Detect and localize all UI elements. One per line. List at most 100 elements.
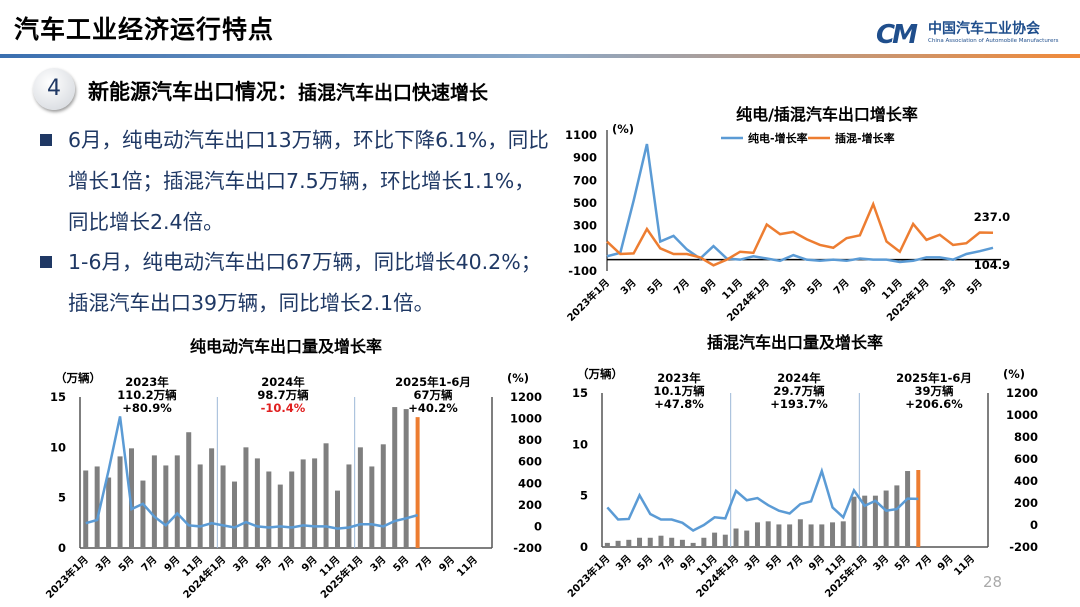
bar bbox=[346, 464, 352, 548]
bar bbox=[722, 534, 728, 547]
x-tick-label: 3月 bbox=[231, 554, 251, 574]
series-line-phev bbox=[606, 200, 994, 267]
bar bbox=[106, 477, 112, 548]
bar bbox=[140, 480, 146, 548]
bar bbox=[830, 522, 836, 547]
y2-axis-unit: (%) bbox=[507, 371, 529, 385]
x-tick-label: 7月 bbox=[276, 554, 296, 574]
bar bbox=[243, 447, 249, 548]
bar bbox=[905, 471, 911, 547]
x-tick-label: 7月 bbox=[785, 553, 805, 573]
x-tick-label: 3月 bbox=[871, 553, 891, 573]
bar bbox=[787, 524, 793, 547]
y2-tick-label: 400 bbox=[1014, 474, 1038, 488]
x-tick-label: 7月 bbox=[671, 277, 691, 297]
bar bbox=[83, 470, 89, 548]
x-tick-label: 9月 bbox=[698, 277, 718, 297]
bar bbox=[840, 521, 846, 547]
y-tick-label: 15 bbox=[572, 386, 588, 400]
x-tick-label: 3月 bbox=[93, 554, 113, 574]
y2-tick-label: -200 bbox=[1009, 540, 1038, 554]
x-tick-label: 11月 bbox=[952, 553, 977, 578]
y-tick-label: 10 bbox=[572, 437, 588, 451]
bar bbox=[883, 490, 889, 547]
annotation-volume: 10.1万辆 bbox=[653, 384, 705, 398]
bar bbox=[862, 495, 868, 547]
bullet-text: 6月，纯电动汽车出口13万辆，环比下降6.1%，同比增长1倍；插混汽车出口7.5… bbox=[68, 128, 549, 234]
logo-text: 中国汽车工业协会 bbox=[928, 21, 1040, 37]
bar bbox=[94, 466, 100, 548]
page-number: 28 bbox=[983, 573, 1003, 591]
bar bbox=[357, 447, 363, 548]
y-tick-label: 700 bbox=[573, 173, 597, 187]
y2-tick-label: 400 bbox=[518, 476, 542, 490]
chart-title: 插混汽车出口量及增长率 bbox=[707, 333, 883, 352]
bar bbox=[701, 537, 707, 547]
section-subtitle: 插混汽车出口快速增长 bbox=[298, 82, 489, 104]
bullet-square-icon bbox=[40, 256, 52, 268]
x-tick-label: 5月 bbox=[116, 554, 136, 574]
bar bbox=[894, 485, 900, 547]
bar bbox=[851, 496, 857, 547]
bar bbox=[266, 471, 272, 548]
x-tick-label: 9月 bbox=[162, 554, 182, 574]
chart-title: 纯电动汽车出口量及增长率 bbox=[190, 337, 382, 356]
y2-tick-label: -200 bbox=[513, 541, 542, 555]
legend-label: 纯电-增长率 bbox=[748, 131, 808, 145]
bar bbox=[733, 528, 739, 547]
y2-tick-label: 600 bbox=[518, 455, 542, 469]
x-tick-label: 5月 bbox=[964, 277, 984, 297]
x-tick-label: 3月 bbox=[938, 277, 958, 297]
bar bbox=[754, 522, 760, 547]
x-tick-label: 3月 bbox=[742, 553, 762, 573]
bar bbox=[647, 537, 653, 547]
bar bbox=[712, 532, 718, 547]
bar bbox=[744, 530, 750, 547]
bar bbox=[679, 539, 685, 547]
end-label-bev: 104.9 bbox=[974, 258, 1010, 272]
bar bbox=[916, 470, 921, 547]
x-tick-label: 7月 bbox=[831, 277, 851, 297]
y-tick-label: 15 bbox=[50, 390, 66, 404]
bullet-text: 1-6月，纯电动汽车出口67万辆，同比增长40.2%；插混汽车出口39万辆，同比… bbox=[68, 250, 542, 315]
annotation-growth: +206.6% bbox=[905, 397, 963, 411]
annotation-growth: +47.8% bbox=[654, 397, 704, 411]
annotation-volume: 98.7万辆 bbox=[257, 388, 309, 402]
y2-axis-unit: (%) bbox=[1003, 367, 1025, 381]
x-tick-label: 3月 bbox=[778, 277, 798, 297]
page-title: 汽车工业经济运行特点 bbox=[14, 15, 275, 44]
annotation-year: 2024年 bbox=[261, 375, 305, 389]
bar bbox=[289, 471, 295, 548]
annotation-growth: +193.7% bbox=[770, 397, 828, 411]
bar bbox=[808, 524, 814, 547]
x-tick-label: 5月 bbox=[764, 553, 784, 573]
y2-tick-label: 800 bbox=[1014, 430, 1038, 444]
x-tick-label: 5月 bbox=[892, 553, 912, 573]
y-tick-label: 900 bbox=[573, 151, 597, 165]
y-axis-unit: （万辆） bbox=[577, 367, 623, 381]
series-line-bev bbox=[606, 143, 994, 264]
bar bbox=[197, 464, 203, 548]
x-tick-label: 2023年1月 bbox=[43, 553, 91, 601]
annotation-growth: +80.9% bbox=[122, 401, 172, 415]
x-tick-label: 5月 bbox=[635, 553, 655, 573]
annotation-volume: 110.2万辆 bbox=[117, 388, 177, 402]
y-axis-unit: （万辆） bbox=[55, 371, 101, 385]
y2-tick-label: 0 bbox=[534, 519, 542, 533]
annotation-growth: -10.4% bbox=[261, 401, 306, 415]
annotation-volume: 39万辆 bbox=[914, 384, 954, 398]
bar bbox=[300, 459, 306, 548]
bar bbox=[117, 456, 123, 548]
x-tick-label: 7月 bbox=[414, 554, 434, 574]
bar bbox=[335, 490, 340, 548]
bar bbox=[254, 458, 260, 548]
x-tick-label: 7月 bbox=[914, 553, 934, 573]
x-tick-label: 5月 bbox=[805, 277, 825, 297]
bullet-item: 6月，纯电动汽车出口13万辆，环比下降6.1%，同比增长1倍；插混汽车出口7.5… bbox=[40, 120, 550, 243]
bar bbox=[174, 455, 180, 548]
x-tick-label: 3月 bbox=[613, 553, 633, 573]
legend-label: 插混-增长率 bbox=[835, 131, 895, 145]
growth-line bbox=[85, 416, 418, 530]
y2-tick-label: 200 bbox=[1014, 496, 1038, 510]
